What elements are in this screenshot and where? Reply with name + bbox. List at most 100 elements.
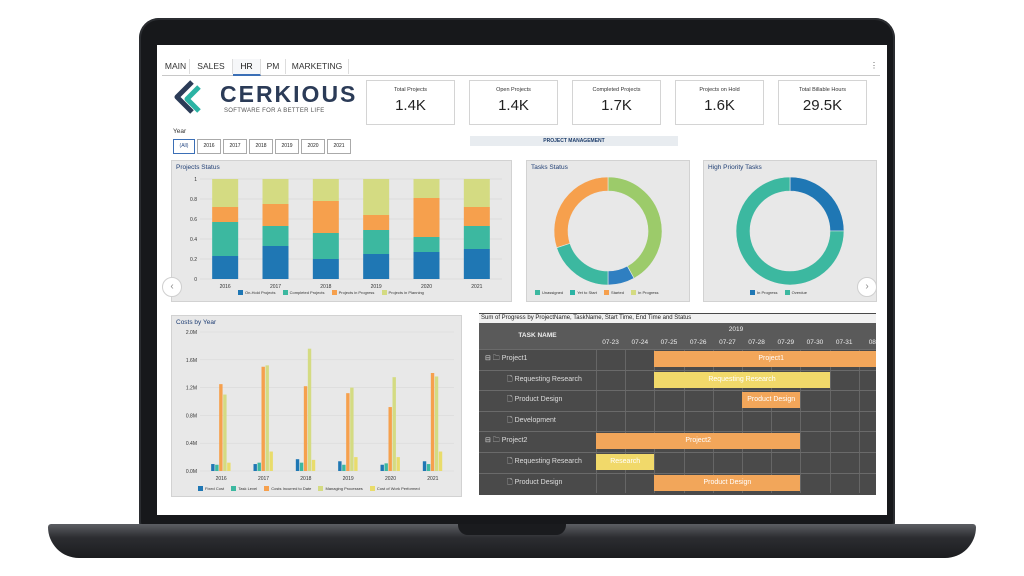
kpi-value: 1.6K (704, 97, 735, 114)
gantt-gridline (654, 349, 656, 494)
bar (426, 464, 431, 471)
chart-legend: In Progress Overdue (744, 290, 807, 295)
bar-segment (463, 249, 490, 279)
tab-main[interactable]: MAIN (162, 59, 190, 74)
gantt-row (479, 410, 876, 432)
y-tick-label: 0 (194, 277, 197, 283)
bar (223, 394, 227, 471)
gantt-row (479, 349, 876, 370)
bar-segment (363, 215, 390, 230)
gantt-bar[interactable]: Product Design (742, 392, 801, 409)
chart-legend: Unassigned Yet to Start Started In Progr… (529, 290, 659, 295)
gantt-project-label[interactable]: ⊟ 🗀 Project2 (485, 437, 528, 445)
high-priority-panel: High Priority Tasks In Progress Overdue (703, 160, 877, 302)
year-option-2017[interactable]: 2017 (223, 139, 247, 154)
gantt-gridline (683, 349, 685, 494)
tab-marketing[interactable]: MARKETING (286, 59, 349, 74)
costs-by-year-panel: Costs by Year 0.0M 0.4M 0.8M 1.2M 1.6M 2.0M 20… (171, 315, 462, 497)
gantt-row (479, 472, 876, 494)
year-option-2018[interactable]: 2018 (249, 139, 273, 154)
gantt-date-header: 07-23 (596, 336, 627, 349)
gantt-date-header: 07-28 (742, 336, 773, 349)
bar (219, 384, 223, 471)
gantt-task-label[interactable]: 🗋 Requesting Research (507, 375, 582, 383)
donut-slice (607, 176, 663, 279)
bar (346, 393, 350, 471)
bar-segment (413, 252, 440, 279)
x-tick-label: 2020 (385, 476, 396, 482)
bar-segment (363, 179, 390, 215)
gantt-bar[interactable]: Requesting Research (654, 371, 830, 388)
section-banner: PROJECT MANAGEMENT (470, 136, 678, 146)
x-tick-label: 2019 (371, 284, 382, 290)
tab-sales[interactable]: SALES (190, 59, 233, 74)
bar (354, 457, 358, 471)
kpi-value: 29.5K (802, 97, 843, 114)
bar (295, 459, 300, 471)
bar (388, 407, 392, 471)
x-tick-label: 2017 (270, 284, 281, 290)
x-tick-label: 2017 (258, 476, 269, 482)
bar (269, 451, 273, 471)
y-tick-label: 0.8M (186, 413, 197, 419)
carousel-prev-button[interactable]: ‹ (162, 277, 182, 297)
gantt-gridline (712, 349, 714, 494)
gantt-bar[interactable]: Research (596, 454, 655, 470)
donut-slice (556, 242, 609, 286)
bar-segment (212, 207, 239, 222)
bar-segment (312, 259, 339, 279)
costs-by-year-chart: 0.0M 0.4M 0.8M 1.2M 1.6M 2.0M 2016 2017 2018 2019… (186, 330, 454, 482)
gantt-bar[interactable]: Project2 (596, 433, 801, 450)
bar-segment (212, 222, 239, 256)
gantt-task-label[interactable]: 🗋 Requesting Research (507, 458, 582, 465)
bar-segment (463, 207, 490, 226)
y-tick-label: 1.6M (186, 358, 197, 364)
chart-legend: Fixed Cost Task Level Costs Incurred to … (192, 486, 420, 491)
kpi-card: Projects on Hold 1.6K (675, 80, 764, 125)
bar-segment (312, 201, 339, 233)
bar (303, 386, 308, 471)
gantt-date-header: 07-26 (683, 336, 714, 349)
year-option-2019[interactable]: 2019 (275, 139, 299, 154)
kpi-value: 1.7K (601, 97, 632, 114)
kpi-title: Total Billable Hours (798, 87, 847, 93)
tab-pm[interactable]: PM (261, 59, 286, 74)
x-tick-label: 2020 (421, 284, 432, 290)
gantt-task-label[interactable]: 🗋 Product Design (507, 396, 563, 404)
gantt-gridline (829, 349, 831, 494)
gantt-gridline (625, 349, 627, 494)
logo-wordmark: CERKIOUS (220, 81, 358, 107)
year-option-2021[interactable]: 2021 (327, 139, 351, 154)
gantt-row (479, 369, 876, 391)
tab-bar: MAIN SALES HR PM MARKETING ⋮ (162, 59, 880, 76)
bar-segment (312, 233, 339, 259)
gantt-task-label[interactable]: 🗋 Development (507, 416, 556, 424)
gantt-gridline (858, 349, 860, 494)
y-tick-label: 0.8 (190, 197, 197, 203)
bar (215, 464, 219, 471)
year-option-all[interactable]: (All) (173, 139, 195, 154)
year-option-2020[interactable]: 2020 (301, 139, 325, 154)
gantt-bar[interactable]: Project1 (654, 351, 876, 367)
year-option-2016[interactable]: 2016 (197, 139, 221, 154)
kpi-card: Total Billable Hours 29.5K (778, 80, 867, 125)
logo-mark-icon (174, 80, 201, 114)
projects-status-panel: Projects Status 0 0.2 0.4 0.6 0.8 1 2016 2017 20… (171, 160, 512, 302)
bar (265, 365, 269, 471)
x-tick-label: 2018 (300, 476, 311, 482)
y-tick-label: 0.6 (190, 217, 197, 223)
bar-segment (413, 179, 440, 198)
bar-segment (413, 237, 440, 252)
gantt-task-label[interactable]: 🗋 Product Design (507, 478, 563, 486)
gantt-project-label[interactable]: ⊟ 🗀 Project1 (485, 355, 528, 362)
carousel-next-button[interactable]: › (857, 277, 877, 297)
more-menu-icon[interactable]: ⋮ (870, 61, 878, 70)
kpi-title: Total Projects (393, 87, 427, 93)
tab-hr[interactable]: HR (233, 59, 261, 76)
x-tick-label: 2016 (220, 284, 231, 290)
bar (311, 459, 316, 471)
year-filter-label: Year (173, 128, 187, 135)
tasks-status-chart (553, 176, 663, 286)
gantt-bar[interactable]: Product Design (654, 474, 801, 491)
gantt-gridline (742, 349, 743, 494)
